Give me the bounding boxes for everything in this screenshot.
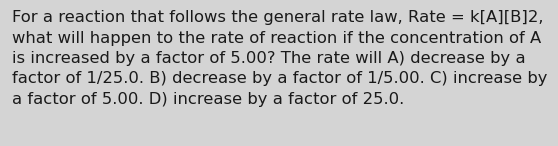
Text: For a reaction that follows the general rate law, Rate = k[A][B]2,
what will hap: For a reaction that follows the general … (12, 10, 548, 107)
